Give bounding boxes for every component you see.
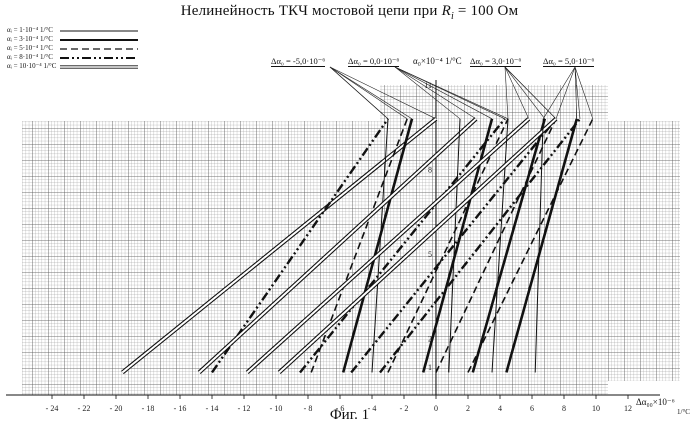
annotation-label: Δα₀ = 5,0·10⁻⁶ — [543, 56, 594, 67]
legend-swatch-group — [60, 31, 138, 67]
chart-title: Нелинейность ТКЧ мостовой цепи при Ri = … — [0, 3, 699, 22]
legend-item: αᵢ = 8·10⁻⁴ 1/°C — [7, 53, 56, 62]
annotation-label: Δα₀ = 0,0·10⁻⁶ — [348, 56, 399, 67]
legend-item: αᵢ = 3·10⁻⁴ 1/°C — [7, 35, 56, 44]
annotation-leader — [330, 67, 388, 119]
grid-area-top — [380, 85, 608, 121]
legend-item: αᵢ = 10·10⁻⁴ 1/°C — [7, 62, 56, 71]
y-tick-label: 5 — [428, 250, 432, 259]
y-axis-label: α₀×10⁻⁴ 1/°C — [413, 56, 462, 67]
annotation-label: Δα₀ = 3,0·10⁻⁶ — [470, 56, 521, 67]
y-tick-label: 1 — [428, 363, 432, 372]
legend-item: αᵢ = 5·10⁻⁴ 1/°C — [7, 44, 56, 53]
legend: αᵢ = 1·10⁻⁴ 1/°C αᵢ = 3·10⁻⁴ 1/°C αᵢ = 5… — [7, 26, 56, 71]
chart-title-rest: = 100 Ом — [458, 3, 518, 19]
chart-title-text: Нелинейность ТКЧ мостовой цепи при — [181, 3, 438, 19]
chart-title-var: Ri — [442, 3, 454, 19]
annotation-label: Δα₀ = -5,0·10⁻⁶ — [271, 56, 325, 67]
grid-area-right — [608, 121, 680, 381]
figure-caption: Фиг. 1 — [0, 407, 699, 424]
y-tick-label: 8 — [428, 166, 432, 175]
legend-item: αᵢ = 1·10⁻⁴ 1/°C — [7, 26, 56, 35]
